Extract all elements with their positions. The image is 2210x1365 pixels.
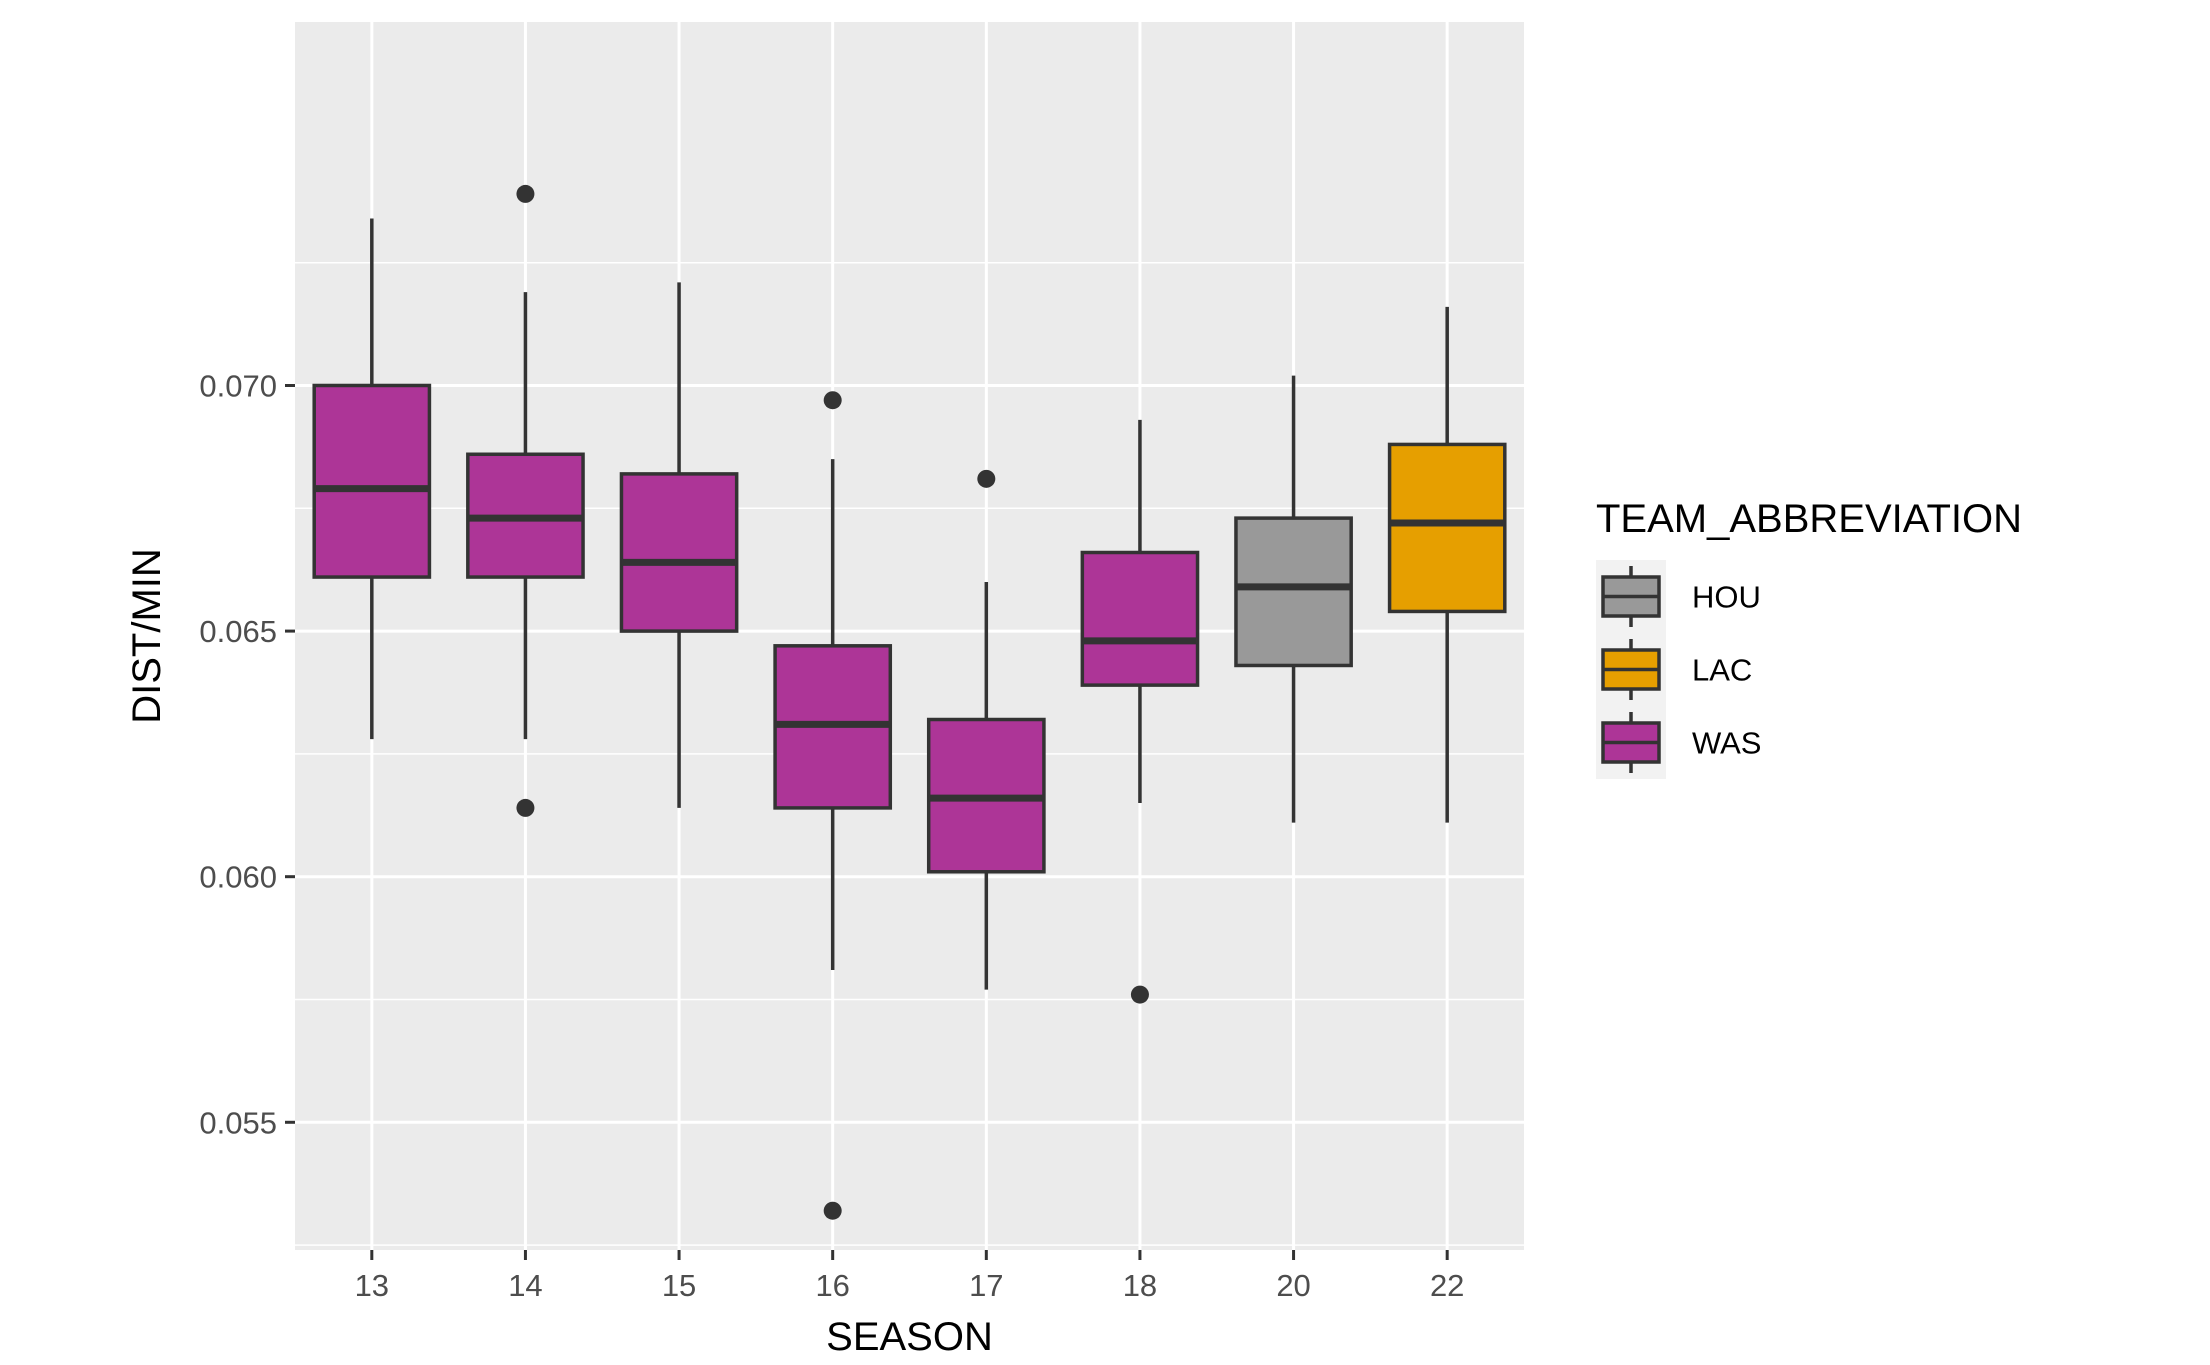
x-axis: 13 14 15 16 17 18 20 22: [355, 1250, 1464, 1303]
outlier-point: [823, 1201, 842, 1220]
legend: TEAM_ABBREVIATION HOU LAC WAS: [1596, 497, 2022, 779]
x-tick-label: 18: [1123, 1268, 1157, 1303]
box-season-15: [619, 282, 739, 808]
box-iqr: [1080, 550, 1200, 687]
box-iqr: [619, 472, 739, 633]
outlier-point: [516, 184, 535, 203]
outlier-point: [977, 469, 996, 488]
box-season-17: [926, 469, 1046, 990]
x-tick-label: 20: [1276, 1268, 1310, 1303]
y-tick-label: 0.070: [199, 368, 277, 403]
box-season-18: [1080, 419, 1200, 1004]
outlier-point: [1130, 985, 1149, 1004]
y-tick-label: 0.060: [199, 860, 277, 895]
box-season-22: [1387, 306, 1507, 823]
box-season-20: [1234, 375, 1353, 823]
box-iqr: [1387, 442, 1507, 614]
x-tick-label: 15: [662, 1268, 696, 1303]
y-axis: 0.055 0.060 0.065 0.070: [199, 368, 295, 1140]
x-tick-label: 16: [815, 1268, 849, 1303]
x-axis-title: SEASON: [826, 1315, 993, 1359]
x-tick-label: 22: [1430, 1268, 1464, 1303]
legend-label: WAS: [1692, 726, 1761, 761]
outlier-point: [823, 391, 842, 410]
x-tick-label: 13: [355, 1268, 389, 1303]
legend-label: HOU: [1692, 580, 1761, 615]
outlier-point: [516, 798, 535, 817]
box-season-16: [773, 391, 893, 1220]
legend-title: TEAM_ABBREVIATION: [1596, 497, 2022, 541]
legend-entry-hou: HOU: [1601, 566, 1761, 627]
legend-entry-was: WAS: [1601, 712, 1761, 773]
y-tick-label: 0.065: [199, 614, 277, 649]
legend-entry-lac: LAC: [1601, 639, 1752, 700]
box-season-13: [312, 218, 432, 740]
box-season-14: [466, 184, 585, 817]
x-tick-label: 14: [508, 1268, 542, 1303]
x-tick-label: 17: [969, 1268, 1003, 1303]
y-tick-label: 0.055: [199, 1105, 277, 1140]
legend-label: LAC: [1692, 653, 1752, 688]
y-axis-title: DIST/MIN: [125, 548, 169, 724]
box-iqr: [312, 383, 432, 579]
boxes: [312, 184, 1507, 1220]
box-iqr: [1234, 516, 1353, 668]
